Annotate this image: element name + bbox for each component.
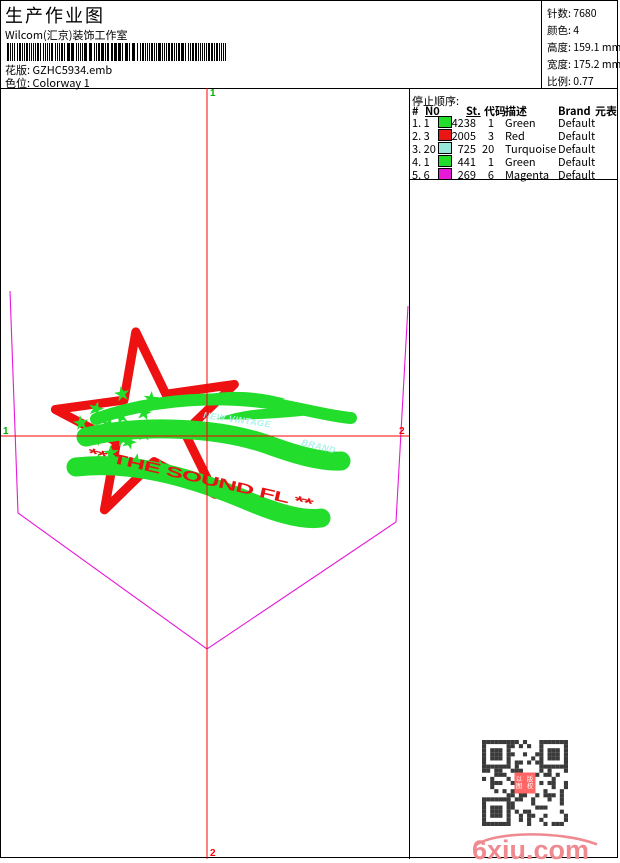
svg-text:6xiu.com: 6xiu.com [472, 835, 589, 863]
svg-text:1: 1 [210, 88, 216, 99]
svg-text:1: 1 [3, 426, 9, 437]
svg-text:2: 2 [210, 848, 216, 859]
svg-text:权: 权 [527, 781, 534, 790]
svg-text:图: 图 [516, 781, 522, 790]
svg-text:2: 2 [399, 426, 405, 437]
